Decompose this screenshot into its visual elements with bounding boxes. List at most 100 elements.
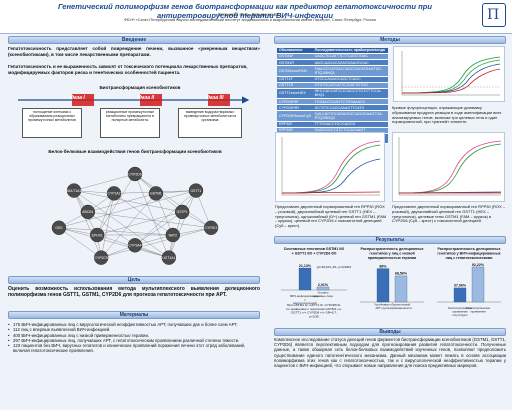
primer-table: Обозначение Последовательность праймеров/… bbox=[277, 48, 388, 145]
table-row: GSTM1exonFAM FAM-GCCATGACCAGCCACATGAGTGC-… bbox=[277, 65, 388, 77]
chart-category-label: Гепатотоксические bbox=[448, 306, 473, 310]
chart-data-label: 37,06% bbox=[454, 284, 467, 288]
primer-name-cell: RPP30F bbox=[277, 121, 313, 128]
chart-category-label: ВИЧ-инфицированные bbox=[290, 294, 320, 298]
authors: Останкова Ю.В., Давыденко В.С. bbox=[217, 12, 283, 17]
primer-name-cell: CYP2D6*5R bbox=[277, 104, 313, 112]
chart-category-label: с bbox=[304, 297, 306, 301]
chart-category-label: Условно bbox=[318, 291, 329, 295]
network-node bbox=[188, 183, 204, 198]
network-node bbox=[80, 204, 96, 220]
network-edge bbox=[58, 227, 173, 236]
primer-sequence-cell: GTCCCAGAGCAGCTCAGC bbox=[312, 76, 388, 83]
chart-category-label: проявления bbox=[452, 309, 468, 313]
chart-title: Распространенность делеционных bbox=[438, 247, 501, 251]
results-chart-genotypes: Сочетанных генотипов GSTM1 0/0+ GSTT1 0/… bbox=[281, 247, 352, 318]
network-edge bbox=[100, 193, 115, 258]
phase3-marker bbox=[208, 94, 230, 106]
network-edge bbox=[87, 211, 212, 228]
network-node-label: NAT2 bbox=[169, 233, 178, 237]
chart-category-label: приверженности bbox=[390, 306, 412, 310]
chart-category-label: Гепатотоксические bbox=[466, 306, 491, 310]
section-goal-header: Цель bbox=[8, 276, 260, 284]
phase2-label: Фаза II bbox=[138, 95, 155, 101]
primer-name-cell: GSTM1R bbox=[277, 59, 313, 67]
fluorescence-curve-panel bbox=[393, 46, 505, 102]
primer-name-cell: GSTT1exonHEX bbox=[277, 88, 313, 100]
chart-bar bbox=[394, 275, 408, 303]
scheme-box-phase1: поглощение клетками с образованием реакц… bbox=[22, 108, 82, 138]
chart-data-label: 2,91% bbox=[318, 283, 329, 287]
table-row: GSTT1F GTCCCAGAGCAGCTCAGC bbox=[277, 76, 388, 83]
materials-list: 176 ВИЧ-инфицированных лиц с вирусологич… bbox=[8, 322, 260, 354]
network-node bbox=[51, 220, 67, 235]
intro-paragraph-2: Гепатотоксичность и ее выраженность зави… bbox=[8, 64, 260, 75]
section-methods-header: Методы bbox=[274, 36, 506, 44]
network-node-label: CYP1A2 bbox=[108, 192, 121, 196]
chart-bar bbox=[298, 267, 312, 291]
table-row: GSTM1R AAGCAAGACAGAGGAAGGGAC bbox=[277, 59, 388, 67]
table-row: RPP30F TTTGGACCTGCGAGCG bbox=[277, 121, 388, 128]
network-edge bbox=[134, 211, 183, 246]
chart-note: GSTT1 +/+ CYP2D6 +/+ OR=5,7, bbox=[291, 311, 337, 315]
network-node-label: GSTT1 bbox=[191, 189, 202, 193]
network-node bbox=[106, 186, 122, 201]
network-edge bbox=[87, 193, 157, 213]
materials-item: 112 лиц с впервые выявленной ВИЧ-инфекци… bbox=[8, 327, 260, 333]
section-materials-header: Материалы bbox=[8, 311, 260, 319]
network-node-label: UGT1A1 bbox=[162, 256, 175, 260]
biotransformation-scheme bbox=[18, 94, 250, 106]
phase1-marker bbox=[72, 94, 94, 106]
chart-data-label: 88% bbox=[379, 264, 387, 268]
materials-item: 400 ВИЧ-инфицированных лиц с низкой прив… bbox=[8, 333, 260, 339]
primer-name-cell: GSTM1exonFAM bbox=[277, 65, 313, 77]
chart-category-label: АРТ группы bbox=[375, 306, 390, 310]
network-node bbox=[127, 166, 143, 182]
network-edge bbox=[134, 190, 197, 246]
intro-text-1: Гепатотоксичность представляет собой пов… bbox=[8, 46, 260, 57]
network-edge bbox=[73, 190, 183, 213]
phase2-marker bbox=[140, 94, 162, 106]
network-edge bbox=[73, 190, 102, 258]
network-edge bbox=[73, 190, 169, 258]
network-node-label: CYP2D6 bbox=[128, 172, 141, 176]
chart-note: При GSTM1 0/- GSTT1 0/- CYP2D6 0/- bbox=[287, 303, 341, 307]
chart-bar bbox=[471, 266, 485, 303]
primer-name-cell: GSTT1R bbox=[277, 82, 313, 89]
primer-sequence-cell: HEX-CACCATCCCCACCCTGTCTTCCA-BHQ1 bbox=[312, 88, 388, 100]
network-edge bbox=[134, 173, 212, 228]
network-node bbox=[89, 227, 105, 243]
chart-category-label: вирусологической bbox=[293, 301, 317, 305]
primer-sequence-cell: GTGTGCATCATTCTCATTGTGG bbox=[312, 82, 388, 89]
section-intro-header: Введение bbox=[8, 36, 260, 44]
chart-title: лиц с гепатотоксическими bbox=[446, 256, 493, 260]
materials-item: 176 ВИЧ-инфицированных лиц с вирусологич… bbox=[8, 322, 260, 328]
chart-bar bbox=[376, 268, 390, 303]
network-node-label: CYP2E1 bbox=[205, 226, 218, 230]
network-edge bbox=[87, 211, 136, 246]
primer-name-cell: Обозначение bbox=[277, 48, 313, 55]
primer-name-cell: GSTT1F bbox=[277, 76, 313, 83]
network-node bbox=[203, 220, 219, 235]
network-edge bbox=[58, 227, 102, 258]
chart-title: генотипов у ВИЧ-инфицированных bbox=[437, 251, 500, 255]
table-header-row: Обозначение Последовательность праймеров/… bbox=[277, 48, 388, 55]
table-row: GSTT1exonHEX HEX-CACCATCCCCACCCTGTCTTCCA-… bbox=[277, 88, 388, 100]
primer-sequence-cell: AAGCAAGACAGAGGAAGGGAC bbox=[312, 59, 388, 67]
chart-note: по сравнению с генотипом GSTM1 +/+ bbox=[287, 307, 342, 311]
network-node-label: CYP2C9 bbox=[95, 256, 108, 260]
network-title: Белок-белковые взаимодействия генов биот… bbox=[48, 149, 222, 154]
chart-annotation: χ2=18,103, df1, p=0,0004 bbox=[317, 265, 352, 269]
section-conclusions-header: Выводы bbox=[274, 328, 506, 336]
network-node bbox=[148, 186, 164, 201]
network-node bbox=[127, 238, 143, 253]
network-node-label: EPHX1 bbox=[92, 233, 103, 237]
chart-category-label: отсутствуют bbox=[452, 313, 468, 317]
chart-title: генотипов у лиц с низкой bbox=[369, 251, 414, 255]
phase1-label: Фаза I bbox=[70, 95, 85, 101]
network-node bbox=[165, 227, 181, 243]
primer-sequence-cell: FAM-GCCATGACCAGCCACATGAGTGC-RTQ1/BHQ1 bbox=[312, 65, 388, 77]
scheme-box-phase2: реакционные промежуточные метаболиты пре… bbox=[100, 108, 160, 138]
primer-name-cell: GSTM1F bbox=[277, 53, 313, 61]
